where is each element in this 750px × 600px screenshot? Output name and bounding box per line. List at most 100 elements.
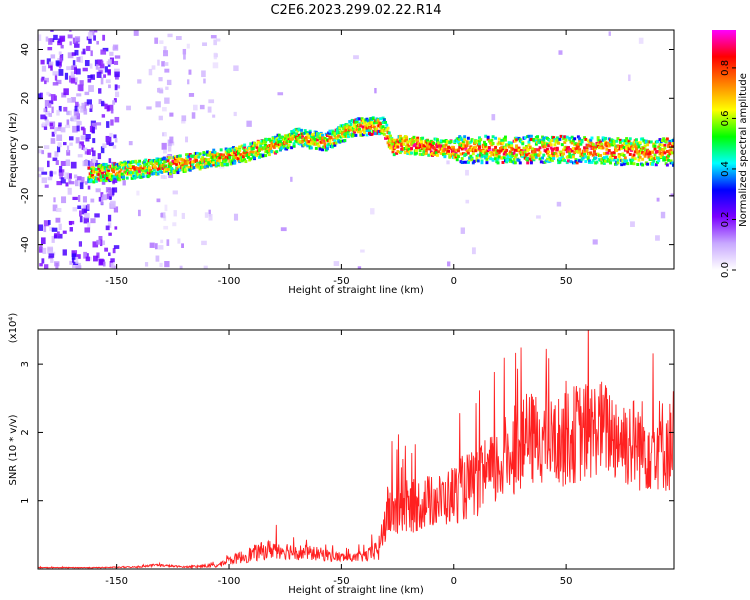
heatmap-ridge-cell: [643, 144, 647, 148]
heatmap-cell: [630, 221, 635, 227]
heatmap-cell: [48, 100, 54, 105]
heatmap-ridge-cell: [384, 120, 388, 124]
heatmap-ridge-cell: [578, 148, 582, 152]
heatmap-cell: [56, 110, 60, 116]
heatmap-cell: [57, 142, 62, 148]
heatmap-cell: [62, 230, 67, 234]
heatmap-ridge-cell: [232, 146, 235, 150]
heatmap-ridge-cell: [576, 144, 580, 148]
heatmap-ridge-cell: [119, 168, 123, 172]
heatmap-ridge-cell: [418, 152, 422, 156]
heatmap-ridge-cell: [623, 156, 627, 160]
heatmap-ridge-cell: [565, 135, 569, 139]
heatmap-ridge-cell: [511, 154, 515, 158]
heatmap-ridge-cell: [552, 136, 556, 140]
heatmap-ridge-cell: [356, 126, 360, 130]
heatmap-ridge-cell: [112, 167, 116, 171]
heatmap-ridge-cell: [591, 142, 595, 146]
heatmap-ridge-cell: [525, 146, 528, 150]
heatmap-cell: [68, 136, 74, 141]
heatmap-ridge-cell: [550, 152, 554, 156]
heatmap-cell: [98, 196, 102, 202]
heatmap-ridge-cell: [547, 144, 551, 148]
heatmap-ridge-cell: [414, 146, 418, 150]
heatmap-cell: [84, 101, 90, 106]
heatmap-cell: [52, 157, 58, 162]
heatmap-ridge-cell: [178, 154, 182, 158]
heatmap-ridge-cell: [559, 150, 563, 154]
heatmap-ridge-cell: [580, 140, 584, 144]
heatmap-cell: [126, 105, 131, 111]
heatmap-ridge-cell: [107, 172, 111, 176]
heatmap-ridge-cell: [400, 142, 404, 146]
heatmap-ridge-cell: [421, 145, 425, 149]
heatmap-cell: [41, 177, 48, 184]
heatmap-ridge-cell: [520, 149, 523, 153]
heatmap-cell: [97, 153, 102, 160]
heatmap-cell: [208, 214, 213, 221]
heatmap-cell: [42, 247, 47, 254]
heatmap-ridge-cell: [243, 145, 247, 149]
heatmap-ridge-cell: [230, 151, 234, 155]
heatmap-ridge-cell: [494, 145, 498, 149]
heatmap-ridge-cell: [135, 171, 139, 175]
heatmap-ridge-cell: [317, 132, 321, 136]
heatmap-ridge-cell: [646, 143, 650, 147]
heatmap-ridge-cell: [323, 136, 327, 140]
heatmap-cell: [110, 258, 115, 263]
heatmap-ridge-cell: [264, 140, 268, 144]
heatmap-ridge-cell: [155, 162, 159, 166]
heatmap-cell: [85, 256, 90, 262]
heatmap-ridge-cell: [316, 142, 320, 146]
heatmap-ridge-cell: [304, 130, 308, 134]
heatmap-cell: [114, 60, 119, 65]
snr-plot-area: [38, 330, 674, 569]
heatmap-cell: [115, 85, 121, 89]
heatmap-ridge-cell: [412, 140, 416, 144]
heatmap-cell: [82, 67, 88, 72]
heatmap-ridge-cell: [187, 165, 191, 169]
heatmap-ridge-cell: [601, 146, 605, 150]
colorbar-ticks: 0.0 0.2 0.4 0.6 0.8: [720, 60, 736, 278]
heatmap-ridge-cell: [599, 140, 603, 144]
heatmap-ridge-cell: [463, 138, 467, 142]
heatmap-ridge-cell: [528, 146, 532, 150]
heatmap-cell: [233, 111, 237, 117]
heatmap-cell: [46, 58, 51, 65]
heatmap-ridge-cell: [622, 158, 626, 162]
heatmap-cell: [58, 122, 62, 127]
heatmap-cell: [203, 265, 208, 269]
heatmap-cell: [113, 245, 120, 249]
heatmap-cell: [110, 119, 114, 126]
heatmap-ridge-cell: [479, 151, 483, 155]
heatmap-ridge-cell: [197, 155, 201, 159]
heatmap-ridge-cell: [627, 139, 631, 143]
heatmap-ridge-cell: [668, 142, 672, 146]
heatmap-cell: [72, 125, 78, 133]
y-tick-label: 40: [20, 43, 31, 56]
heatmap-ridge-cell: [627, 147, 631, 151]
heatmap-ridge-cell: [271, 136, 275, 140]
heatmap-ridge-cell: [414, 151, 418, 155]
heatmap-ridge-cell: [366, 119, 370, 123]
heatmap-cell: [159, 89, 164, 94]
heatmap-ridge-cell: [613, 155, 617, 159]
heatmap-cell: [84, 59, 90, 67]
heatmap-cell: [158, 245, 164, 250]
heatmap-ridge-cell: [421, 136, 425, 140]
heatmap-ridge-cell: [332, 130, 336, 134]
heatmap-cell: [38, 246, 43, 253]
heatmap-ridge-cell: [492, 148, 496, 152]
heatmap-ridge-cell: [617, 155, 621, 159]
heatmap-ridge-cell: [457, 149, 460, 153]
heatmap-ridge-cell: [129, 168, 133, 172]
heatmap-cell: [66, 150, 71, 156]
heatmap-ridge-cell: [612, 152, 616, 156]
heatmap-cell: [172, 222, 177, 227]
heatmap-ridge-cell: [92, 166, 96, 170]
heatmap-ridge-cell: [618, 140, 622, 144]
heatmap-cell: [112, 188, 115, 196]
heatmap-ridge-cell: [297, 128, 301, 132]
heatmap-cell: [47, 160, 50, 168]
heatmap-cell: [54, 73, 58, 81]
